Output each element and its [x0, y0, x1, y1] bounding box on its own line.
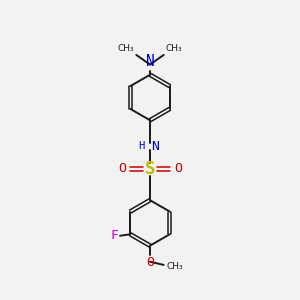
Text: H: H: [139, 142, 145, 152]
Text: O: O: [118, 163, 126, 176]
Text: O: O: [174, 163, 182, 176]
Text: N: N: [151, 140, 159, 153]
Text: N: N: [146, 55, 154, 70]
Text: CH₃: CH₃: [118, 44, 134, 53]
Text: S: S: [145, 160, 155, 178]
Text: O: O: [147, 256, 154, 268]
Text: CH₃: CH₃: [166, 262, 183, 271]
Text: CH₃: CH₃: [166, 44, 182, 53]
Text: F: F: [110, 229, 118, 242]
